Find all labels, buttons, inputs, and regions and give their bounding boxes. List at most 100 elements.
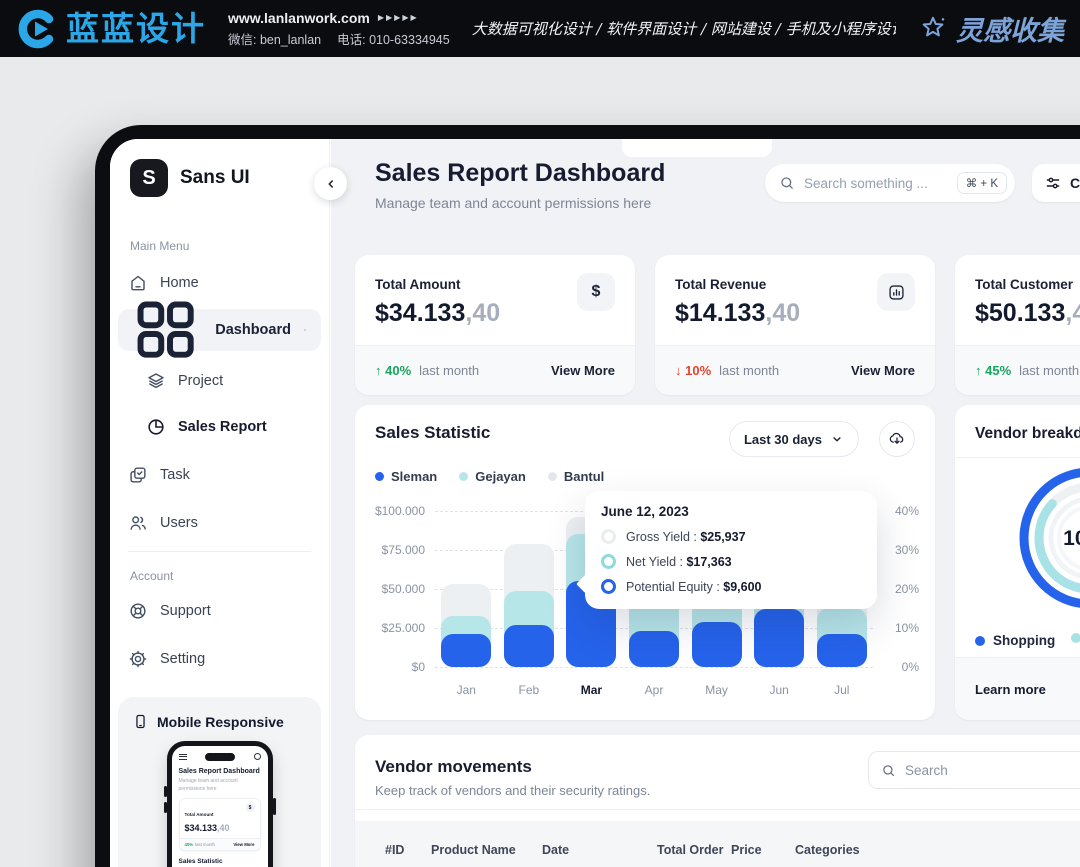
bar-chart-xlabels: Jan Feb Mar Apr May Jun Jul [435, 683, 873, 697]
home-icon [128, 273, 148, 293]
learn-more-link[interactable]: Learn more [975, 681, 1046, 697]
view-more-link[interactable]: View More [550, 363, 615, 378]
sidebar-item-dashboard[interactable]: Dashboard [118, 301, 321, 359]
movements-subtitle: Keep track of vendors and their security… [375, 783, 651, 798]
legend-label: Gejayan [475, 469, 526, 484]
app-logo-text: Sans UI [180, 167, 250, 188]
trend-indicator: 40% [375, 363, 411, 378]
phone-number: 电话: 010-63334945 [337, 32, 450, 47]
x-axis-label: Feb [518, 683, 540, 697]
table-header-row: #ID Product Name Date Total Order Price … [355, 821, 1080, 867]
legend-item-shopping[interactable]: Shopping [975, 633, 1055, 648]
search-icon [881, 763, 896, 778]
chart-title: Sales Statistic [375, 423, 491, 442]
tooltip-row: Net Yield : $17,363 [601, 554, 861, 569]
chevron-left-icon [324, 177, 338, 191]
website-link[interactable]: www.lanlanwork.com [228, 9, 370, 26]
legend-dot [1071, 633, 1080, 643]
sidebar-item-setting[interactable]: Setting [110, 641, 329, 677]
sidebar-item-sales-report[interactable]: Sales Report [110, 409, 329, 445]
donut-arc-outer [1019, 467, 1080, 609]
collect-text: 灵感收集 [956, 16, 1064, 47]
table-search[interactable] [868, 751, 1080, 789]
tooltip-row: Gross Yield : $25,937 [601, 529, 861, 544]
bar-group-feb[interactable] [498, 511, 561, 667]
search-icon [779, 175, 795, 191]
bar-sleman-apr [629, 631, 680, 667]
dashboard-grid-icon [128, 292, 203, 367]
page-subtitle: Manage team and account permissions here [375, 195, 652, 211]
period-select[interactable]: Last 30 days [728, 421, 859, 457]
x-axis-label: Jun [769, 683, 789, 697]
bar-sleman-jun [754, 609, 805, 667]
main-content: Sales Report Dashboard Manage team and a… [314, 139, 1080, 867]
contact-block: www.lanlanwork.com ▶▶▶▶▶ 微信: ben_lanlan … [228, 10, 450, 48]
net-yield-dot [601, 554, 616, 569]
bar-sleman-may [691, 621, 742, 667]
search-input[interactable] [804, 175, 948, 191]
download-button[interactable] [879, 421, 915, 457]
bar-sleman-jan [441, 634, 492, 667]
phone-mockup: Sales Report Dashboard Manage team and a… [163, 741, 276, 867]
sidebar-item-home[interactable]: Home [110, 265, 329, 301]
top-notch [622, 139, 772, 157]
legend-dot [459, 472, 469, 481]
search-icon [253, 753, 261, 760]
potential-equity-dot [601, 579, 616, 594]
gear-icon [128, 649, 148, 669]
sidebar: S Sans UI Main Menu Home [110, 139, 330, 867]
layers-icon [146, 371, 166, 391]
bar-sleman-jul [816, 634, 867, 667]
chevron-up-icon [303, 322, 307, 338]
wechat-id: 微信: ben_lanlan [228, 32, 322, 47]
brand-block: 蓝蓝设计 [16, 8, 206, 50]
legend-item[interactable] [1071, 633, 1080, 643]
mobile-card-title: Mobile Responsive [157, 713, 284, 730]
sidebar-divider [128, 551, 311, 552]
legend-dot [375, 472, 384, 481]
promo-banner: 蓝蓝设计 www.lanlanwork.com ▶▶▶▶▶ 微信: ben_la… [0, 0, 1080, 57]
legend-item-gejayan[interactable]: Gejayan [459, 469, 526, 484]
dollar-icon: $ [245, 803, 255, 812]
chart-tooltip: June 12, 2023 Gross Yield : $25,937 Net … [585, 491, 877, 609]
section-label-main-menu: Main Menu [130, 239, 190, 253]
legend-dot [547, 472, 557, 481]
y-axis-label-right: 20% [894, 582, 919, 596]
sales-statistic-card: Sales Statistic Last 30 days [355, 405, 935, 720]
sidebar-collapse-button[interactable] [314, 167, 347, 200]
customize-button[interactable]: Customize [1032, 164, 1080, 202]
column-header-price: Price [731, 843, 762, 857]
breakdown-footer: Learn more [955, 657, 1080, 720]
sidebar-item-task[interactable]: Task [110, 457, 329, 493]
global-search[interactable]: ⌘ + K [765, 164, 1015, 202]
y-axis-label-right: 40% [894, 504, 919, 518]
app-screen: S Sans UI Main Menu Home [110, 139, 1080, 867]
y-axis-label-left: $75.000 [381, 543, 425, 557]
y-axis-label-left: $50.000 [381, 582, 425, 596]
bar-group-jan[interactable] [435, 511, 498, 667]
sliders-icon [1044, 174, 1062, 192]
column-header-total-order: Total Order [657, 843, 724, 857]
cloud-download-icon [888, 430, 906, 448]
inspiration-collect-link[interactable]: 灵感收集 [918, 9, 1064, 48]
legend-item-sleman[interactable]: Sleman [375, 469, 437, 484]
sidebar-item-project[interactable]: Project [110, 363, 329, 399]
donut-center-value: 100% [1063, 527, 1080, 550]
gross-yield-dot [601, 529, 616, 544]
table-search-input[interactable] [905, 762, 1080, 778]
page-title: Sales Report Dashboard [375, 159, 666, 187]
view-more-link[interactable]: View More [850, 363, 915, 378]
star-icon [918, 14, 948, 44]
laptop-frame: S Sans UI Main Menu Home [95, 125, 1080, 867]
sidebar-item-users[interactable]: Users [110, 505, 329, 541]
legend-label: Sleman [391, 469, 438, 484]
legend-item-bantul[interactable]: Bantul [547, 469, 604, 484]
phone-section-title: Sales Statistic [178, 858, 223, 865]
stat-card-total-amount: Total Amount $34.133,40 $ 40% last month… [355, 255, 635, 395]
x-axis-label: Jan [456, 683, 476, 697]
sidebar-item-support[interactable]: Support [110, 593, 329, 629]
keyboard-shortcut-badge: ⌘ + K [956, 172, 1007, 194]
phone-stat-card: Total Amount $ $34.133,40 40% last month… [178, 798, 261, 851]
menu-icon [178, 753, 187, 760]
